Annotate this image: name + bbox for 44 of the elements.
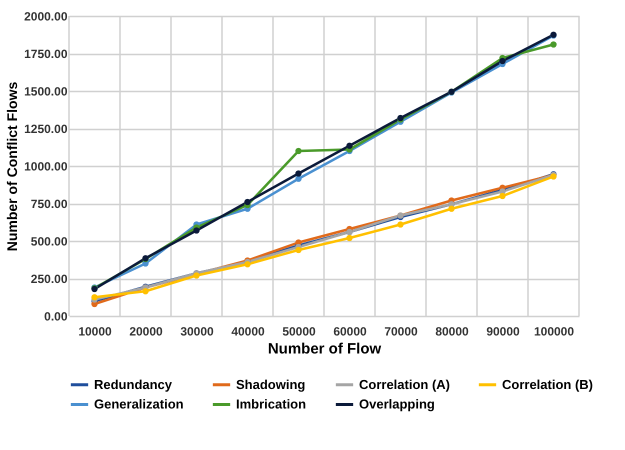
- y-axis-title: Number of Conflict Flows: [4, 82, 20, 252]
- x-tick-label: 90000: [486, 324, 520, 338]
- x-tick-label: 20000: [129, 324, 164, 338]
- point: [295, 176, 302, 182]
- point: [295, 246, 302, 254]
- point: [193, 227, 200, 234]
- x-tick-label: 40000: [231, 324, 266, 338]
- point: [346, 234, 353, 242]
- y-tick-label: 250.00: [30, 272, 68, 286]
- y-tick-label: 750.00: [30, 197, 68, 211]
- legend-label: Imbrication: [236, 396, 306, 412]
- legend-label: Redundancy: [94, 376, 173, 392]
- point: [550, 41, 557, 48]
- x-axis-title: Number of Flow: [268, 340, 382, 358]
- x-tick-label: 30000: [180, 324, 214, 338]
- y-tick-label: 1000.00: [24, 160, 68, 174]
- legend-label: Shadowing: [236, 376, 306, 392]
- legend-label: Generalization: [94, 396, 184, 412]
- x-tick-label: 70000: [384, 324, 418, 338]
- point: [499, 58, 506, 64]
- point: [91, 294, 98, 300]
- y-tick-label: 500.00: [30, 234, 68, 248]
- point: [499, 192, 506, 200]
- y-tick-label: 0.00: [44, 310, 68, 324]
- x-tick-label: 60000: [333, 324, 368, 338]
- y-tick-label: 1500.00: [24, 84, 68, 98]
- point: [448, 206, 455, 212]
- legend-label: Overlapping: [359, 396, 435, 412]
- point: [295, 170, 302, 177]
- y-tick-label: 1250.00: [24, 122, 68, 136]
- point: [244, 198, 251, 206]
- point: [397, 221, 404, 228]
- point: [244, 261, 251, 268]
- y-tick-label: 2000.00: [24, 10, 68, 24]
- x-tick-label: 50000: [282, 324, 316, 338]
- point: [346, 142, 353, 149]
- legend-label: Correlation (B): [502, 376, 593, 392]
- y-tick-label: 1750.00: [24, 47, 68, 61]
- point: [142, 288, 149, 294]
- point: [295, 148, 302, 154]
- x-tick-label: 100000: [534, 324, 574, 338]
- x-tick-label: 10000: [78, 324, 112, 338]
- legend-label: Correlation (A): [359, 376, 450, 392]
- x-tick-label: 80000: [435, 324, 470, 338]
